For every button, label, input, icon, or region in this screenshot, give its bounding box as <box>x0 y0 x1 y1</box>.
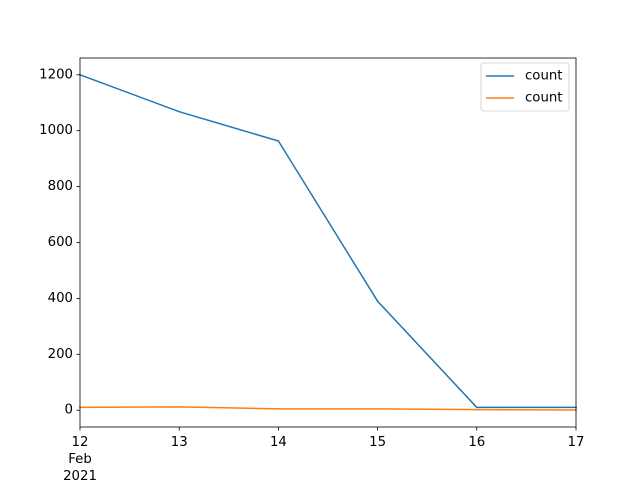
y-tick-label: 1200 <box>39 67 73 82</box>
data-point-s0-1 <box>178 110 180 113</box>
legend: count count <box>480 62 570 112</box>
data-point-s1-2 <box>277 408 280 410</box>
data-point-s0-4 <box>476 406 478 409</box>
data-point-s1-3 <box>376 408 379 410</box>
y-tick-label: 800 <box>48 179 73 194</box>
y-tick-label: 200 <box>48 347 73 362</box>
y-tick-label: 400 <box>48 291 73 306</box>
series-line-0 <box>79 73 577 409</box>
y-tick-label: 0 <box>65 403 73 418</box>
y-tick-label: 600 <box>48 235 73 250</box>
x-tick-label: 16 <box>468 435 485 450</box>
data-point-s1-4 <box>476 408 478 411</box>
x-tick-label: 15 <box>369 435 386 450</box>
legend-box <box>480 62 570 112</box>
y-tick-label: 1000 <box>39 123 73 138</box>
x-secondary-label: Feb <box>68 452 92 467</box>
plot-background <box>80 58 576 427</box>
data-point-s0-2 <box>277 140 280 142</box>
x-tick-label: 12 <box>72 435 89 450</box>
legend-label-1: count <box>525 91 563 106</box>
series-line-1 <box>79 406 577 411</box>
x-tick-label: 14 <box>270 435 287 450</box>
legend-label-0: count <box>525 69 563 84</box>
x-tick-label: 17 <box>568 435 585 450</box>
x-tick-label: 13 <box>171 435 188 450</box>
x-secondary-label: 2021 <box>63 469 97 480</box>
data-point-s0-3 <box>376 300 379 303</box>
plot-area <box>80 58 576 427</box>
data-point-s1-1 <box>178 406 180 408</box>
